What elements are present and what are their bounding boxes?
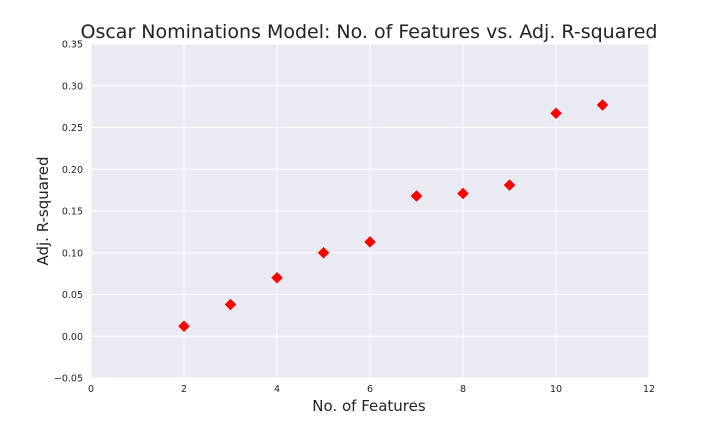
y-tick-label: 0.00: [62, 332, 83, 343]
y-tick-label: 0.35: [62, 40, 83, 51]
data-point: [317, 246, 330, 259]
chart-title: Oscar Nominations Model: No. of Features…: [81, 21, 658, 43]
y-tick-label: 0.05: [62, 290, 83, 301]
x-tick-label: 4: [274, 384, 280, 395]
y-tick-label: 0.25: [62, 123, 83, 134]
data-point: [596, 99, 609, 111]
tick-labels: 0 2 4 6 8 10 12 −0.05 0.00 0.05 0.10 0.15 0.20 0.25 0.…: [54, 40, 655, 396]
x-tick-label: 8: [460, 384, 466, 395]
data-point: [178, 320, 190, 333]
x-tick-label: 6: [367, 384, 373, 395]
x-tick-label: 2: [181, 384, 187, 395]
data-point: [224, 298, 237, 311]
data-point: [271, 271, 283, 284]
x-tick-label: 12: [643, 384, 655, 395]
grid-lines: [90, 43, 650, 379]
y-tick-label: −0.05: [54, 374, 83, 385]
y-tick-label: 0.10: [62, 248, 83, 259]
data-point: [550, 107, 562, 120]
y-tick-label: 0.30: [62, 81, 83, 92]
data-point: [364, 236, 376, 248]
x-tick-label: 10: [550, 384, 562, 395]
y-axis-label: Adj. R-squared: [34, 156, 52, 265]
x-tick-label: 0: [88, 384, 94, 395]
y-tick-label: 0.15: [62, 207, 83, 218]
y-tick-label: 0.20: [62, 165, 83, 176]
data-point: [410, 190, 423, 202]
data-point: [503, 179, 516, 191]
data-point: [457, 187, 469, 200]
x-axis-label: No. of Features: [312, 397, 426, 415]
data-points: [178, 99, 609, 333]
